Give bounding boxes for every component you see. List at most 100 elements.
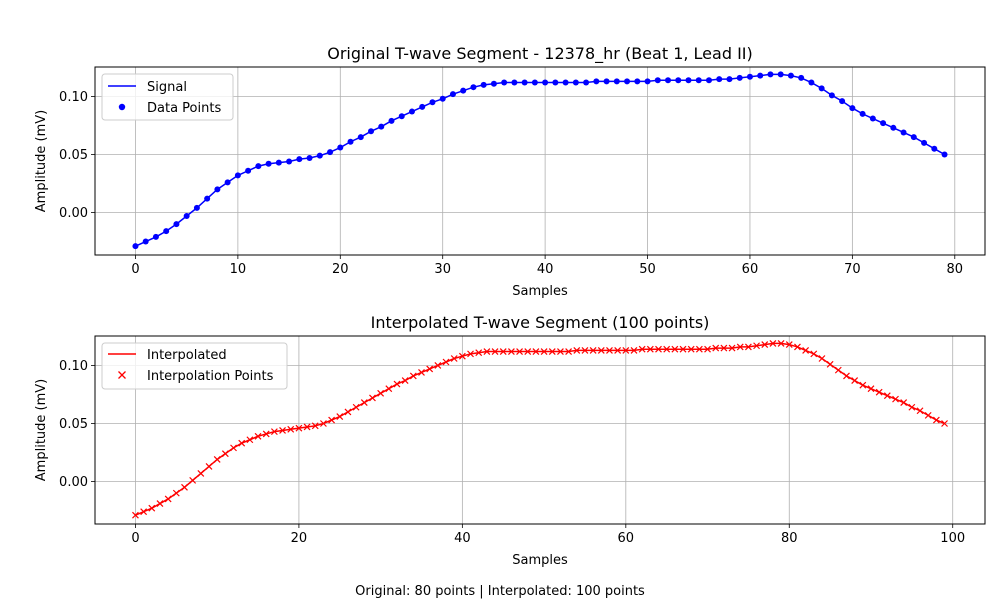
- interpolation-point-marker: [867, 385, 875, 393]
- data-point-marker: [388, 117, 395, 124]
- data-point-marker: [716, 76, 723, 83]
- data-point-marker: [931, 145, 938, 152]
- data-point-marker: [183, 213, 190, 220]
- data-point-marker: [470, 84, 477, 91]
- interpolation-point-marker: [369, 394, 376, 402]
- interpolation-point-marker: [270, 428, 278, 436]
- y-tick-label: 0.10: [59, 90, 88, 105]
- data-point-marker: [255, 163, 262, 170]
- interpolation-point-marker: [148, 504, 156, 512]
- y-tick-label: 0.05: [59, 148, 88, 163]
- data-point-marker: [531, 79, 538, 86]
- x-tick-label: 60: [742, 262, 759, 277]
- data-point-marker: [624, 78, 631, 85]
- interpolation-point-marker: [606, 346, 613, 354]
- data-point-marker: [460, 87, 467, 94]
- interpolation-point-marker: [875, 388, 883, 396]
- interpolation-point-marker: [744, 343, 752, 351]
- interpolation-point-marker: [597, 346, 605, 354]
- data-point-marker: [583, 79, 590, 86]
- interpolation-point-marker: [442, 358, 450, 366]
- data-point-marker: [921, 139, 928, 146]
- interpolation-point-marker: [426, 365, 434, 373]
- interpolation-point-marker: [663, 345, 671, 353]
- interpolation-point-marker: [892, 395, 899, 403]
- data-point-marker: [603, 78, 610, 85]
- data-point-marker: [634, 78, 641, 85]
- data-point-marker: [327, 149, 334, 156]
- data-point-marker: [941, 151, 948, 158]
- interpolation-point-marker: [712, 344, 720, 352]
- data-point-marker: [849, 105, 856, 112]
- interpolation-point-marker: [311, 422, 319, 430]
- interpolation-point-marker: [483, 348, 491, 355]
- interpolation-point-marker: [385, 385, 393, 393]
- interpolation-point-marker: [450, 355, 458, 362]
- chart-title-interpolated: Interpolated T-wave Segment (100 points): [371, 313, 710, 332]
- footer-summary: Original: 80 points | Interpolated: 100 …: [355, 584, 645, 599]
- legend-label-signal: Signal: [147, 80, 187, 95]
- subplot-original: Original T-wave Segment - 12378_hr (Beat…: [34, 44, 986, 299]
- interpolation-point-marker: [614, 346, 622, 354]
- interpolation-point-marker: [736, 343, 744, 351]
- interpolation-point-marker: [418, 369, 425, 376]
- x-tick-label: 10: [230, 262, 247, 277]
- interpolation-point-marker: [181, 483, 188, 491]
- data-point-marker: [828, 92, 835, 99]
- data-point-marker: [644, 78, 651, 85]
- interpolation-point-marker: [132, 511, 139, 519]
- data-point-marker: [419, 103, 426, 110]
- data-point-marker: [306, 154, 313, 161]
- interpolation-point-marker: [516, 348, 523, 355]
- legend-label-data-points: Data Points: [147, 101, 221, 116]
- interpolation-point-marker: [401, 377, 409, 384]
- interpolation-point-marker: [164, 495, 172, 503]
- axes-frame-original: [94, 66, 986, 256]
- data-point-marker: [193, 204, 200, 211]
- data-point-marker: [910, 134, 917, 141]
- x-tick-label: 60: [618, 531, 635, 546]
- interpolation-point-marker: [213, 456, 221, 463]
- legend-swatch-interpolation-points: [118, 371, 126, 379]
- data-point-marker: [316, 152, 323, 159]
- interpolation-point-marker: [360, 399, 368, 407]
- data-point-marker: [839, 98, 846, 105]
- data-point-marker: [695, 77, 702, 84]
- data-point-marker: [675, 77, 682, 84]
- data-point-marker: [501, 79, 508, 86]
- x-tick-label: 0: [131, 262, 139, 277]
- interpolation-point-marker: [377, 389, 385, 397]
- x-tick-label: 40: [537, 262, 554, 277]
- data-point-marker: [685, 77, 692, 84]
- data-point-marker: [132, 243, 139, 250]
- series-original: [132, 71, 948, 250]
- grid-original: [95, 67, 985, 255]
- interpolation-point-marker: [287, 425, 295, 433]
- x-tick-label: 40: [454, 531, 471, 546]
- interpolation-point-marker: [687, 345, 695, 353]
- interpolation-point-marker: [409, 372, 417, 380]
- y-tick-label: 0.05: [59, 417, 88, 432]
- axes-frame-interpolated: [94, 335, 986, 525]
- interpolation-point-marker: [393, 380, 401, 388]
- data-point-marker: [665, 77, 672, 84]
- interpolation-point-marker: [900, 399, 908, 407]
- series-line-signal: [135, 73, 945, 247]
- interpolation-point-marker: [246, 436, 254, 444]
- data-point-marker: [859, 110, 866, 117]
- data-point-marker: [142, 238, 149, 245]
- data-point-marker: [347, 138, 354, 145]
- data-point-marker: [368, 128, 375, 135]
- data-point-marker: [275, 159, 282, 166]
- interpolation-point-marker: [655, 345, 662, 353]
- interpolation-point-marker: [794, 343, 801, 351]
- data-point-marker: [234, 172, 241, 179]
- interpolation-point-marker: [646, 345, 654, 353]
- data-point-marker: [439, 95, 446, 102]
- interpolation-point-marker: [761, 341, 769, 349]
- data-point-marker: [726, 76, 733, 83]
- legend-label-interpolated: Interpolated: [147, 348, 227, 363]
- chart-title-original: Original T-wave Segment - 12378_hr (Beat…: [327, 44, 753, 64]
- interpolation-point-marker: [475, 349, 483, 357]
- interpolation-point-marker: [189, 476, 197, 484]
